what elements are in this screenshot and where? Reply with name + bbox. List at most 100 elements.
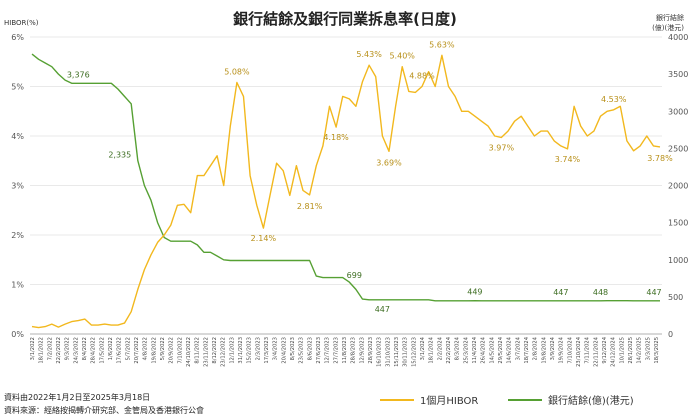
x-tick-label: 26/4/2024 <box>481 336 487 363</box>
left-tick-label: 0% <box>11 330 24 339</box>
right-tick-label: 4000 <box>668 33 688 42</box>
legend-hibor: 1個月HIBOR <box>380 392 478 407</box>
x-tick-label: 9/12/2024 <box>602 336 608 363</box>
right-axis-title-text: 銀行結餘 (億)(港元) <box>652 14 684 32</box>
x-tick-label: 12/9/2023 <box>359 337 365 364</box>
x-tick-label: 14/2/2025 <box>637 337 643 364</box>
hibor-data-label: 3.74% <box>555 155 581 164</box>
hibor-data-label: 5.63% <box>429 40 455 49</box>
x-tick-label: 3/9/2024 <box>550 336 556 360</box>
source-note: 資料來源：經絡按揭轉介研究部、金管局及香港銀行公會 <box>4 406 204 415</box>
x-tick-label: 2/2/2024 <box>437 336 443 360</box>
chart-plot: 0% 1% 2% 3% 4% 5% 6% 0 500 1000 1500 2000 2500 3000 35… <box>11 33 688 367</box>
x-tick-label: 15/11/2023 <box>394 337 400 367</box>
right-tick-label: 0 <box>668 330 673 339</box>
x-tick-label: 17/3/2023 <box>264 337 270 364</box>
x-tick-label: 23/12/2022 <box>221 337 227 367</box>
right-tick-label: 2000 <box>668 182 688 191</box>
x-tick-label: 16/10/2023 <box>377 337 383 367</box>
hibor-data-label: 3.78% <box>647 154 673 163</box>
right-tick-label: 3500 <box>668 70 688 79</box>
x-tick-label: 7/11/2024 <box>585 336 591 363</box>
x-tick-label: 9/3/2022 <box>65 337 71 360</box>
balance-data-label: 449 <box>467 288 482 297</box>
hibor-data-label: 3.97% <box>489 143 515 152</box>
series-line-balance <box>31 53 660 302</box>
x-tick-label: 18/1/2022 <box>39 337 45 364</box>
x-tick-label: 17/5/2022 <box>99 337 105 364</box>
x-tick-label: 28/9/2023 <box>368 337 374 364</box>
balance-data-label: 447 <box>553 288 568 297</box>
x-tick-label: 3/4/2023 <box>273 337 279 360</box>
x-tick-label: 20/4/2023 <box>281 337 287 364</box>
x-tick-label: 5/9/2022 <box>160 337 166 360</box>
balance-data-label: 3,376 <box>67 70 90 79</box>
x-tick-label: 7/2/2022 <box>47 337 53 360</box>
x-tick-label: 15/2/2023 <box>247 337 253 364</box>
x-tick-label: 8/12/2022 <box>212 337 218 364</box>
left-tick-label: 5% <box>11 83 24 92</box>
x-tick-label: 2/3/2023 <box>255 337 261 360</box>
left-tick-label: 3% <box>11 182 24 191</box>
x-tick-label: 3/1/2024 <box>420 336 426 360</box>
x-tick-label: 12/7/2023 <box>325 337 331 364</box>
x-tick-label: 4/8/2022 <box>143 337 149 360</box>
x-tick-label: 5/7/2022 <box>125 337 131 360</box>
x-tick-label: 23/5/2023 <box>299 337 305 364</box>
balance-data-label: 447 <box>646 288 661 297</box>
balance-data-label: 2,335 <box>108 151 131 160</box>
legend-balance: 銀行結餘(億)(港元) <box>508 392 634 407</box>
hibor-data-label: 3.69% <box>376 158 402 167</box>
right-tick-label: 1000 <box>668 256 688 265</box>
x-tick-label: 3/7/2024 <box>515 336 521 360</box>
x-tick-label: 8/11/2022 <box>195 337 201 364</box>
x-tick-label: 20/9/2022 <box>169 337 175 364</box>
x-tick-label: 19/8/2024 <box>541 336 547 363</box>
x-tick-label: 14/5/2024 <box>489 336 495 363</box>
hibor-data-label: 4.53% <box>601 95 627 104</box>
right-tick-label: 3000 <box>668 107 688 116</box>
x-tick-label: 23/10/2024 <box>576 336 582 367</box>
x-tick-label: 23/11/2022 <box>203 337 209 367</box>
legend-balance-swatch <box>508 398 542 401</box>
balance-data-label: 448 <box>593 288 608 297</box>
x-tick-label: 18/3/2025 <box>654 337 660 364</box>
series-line-hibor <box>31 54 661 329</box>
left-tick-label: 2% <box>11 231 24 240</box>
x-tick-label: 22/2/2022 <box>56 337 62 364</box>
x-tick-label: 29/5/2024 <box>498 336 504 363</box>
x-tick-label: 2/8/2024 <box>533 336 539 360</box>
x-tick-label: 15/12/2023 <box>411 337 417 367</box>
hibor-data-label: 5.40% <box>389 52 415 61</box>
hibor-data-label: 4.18% <box>323 133 349 142</box>
x-tick-label: 8/5/2023 <box>290 337 296 360</box>
x-tick-label: 3/3/2025 <box>645 337 651 360</box>
x-tick-label: 20/7/2022 <box>134 337 140 364</box>
x-tick-label: 8/4/2022 <box>82 337 88 360</box>
hibor-data-label: 2.81% <box>297 202 323 211</box>
x-tick-label: 24/3/2022 <box>73 337 79 364</box>
x-tick-label: 30/11/2023 <box>403 337 409 367</box>
balance-data-label: 699 <box>347 271 362 280</box>
hibor-data-label: 5.08% <box>224 68 250 77</box>
x-tick-label: 8/3/2024 <box>455 336 461 360</box>
right-tick-label: 2500 <box>668 144 688 153</box>
x-tick-label: 22/11/2024 <box>593 336 599 367</box>
hibor-data-label: 4.88% <box>409 72 435 81</box>
x-tick-label: 3/1/2022 <box>30 337 36 360</box>
x-tick-label: 12/1/2023 <box>229 337 235 364</box>
hibor-data-label: 2.14% <box>251 234 277 243</box>
legend-balance-label: 銀行結餘(億)(港元) <box>548 396 634 407</box>
x-tick-label: 25/3/2024 <box>463 336 469 363</box>
x-tick-label: 10/1/2025 <box>619 337 625 364</box>
x-tick-label: 31/1/2023 <box>238 337 244 364</box>
x-tick-label: 19/8/2022 <box>151 337 157 364</box>
source-period: 資料由2022年1月2日至2025年3月18日 <box>4 393 151 402</box>
left-tick-label: 4% <box>11 132 24 141</box>
x-tick-label: 11/8/2023 <box>342 337 348 364</box>
x-tick-label: 28/1/2025 <box>628 337 634 364</box>
left-tick-label: 1% <box>11 281 24 290</box>
legend-hibor-label: 1個月HIBOR <box>420 396 479 407</box>
x-tick-label: 7/10/2024 <box>567 336 573 363</box>
x-tick-label: 27/7/2023 <box>333 337 339 364</box>
